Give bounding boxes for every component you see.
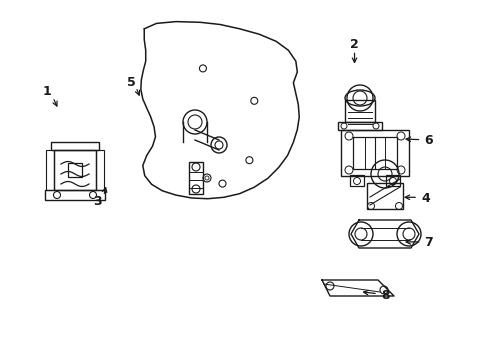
Text: 8: 8 (380, 289, 389, 302)
Bar (385, 175, 399, 186)
Bar (337, 122, 381, 130)
Bar (349, 175, 363, 186)
Text: 1: 1 (42, 85, 51, 98)
Text: 3: 3 (93, 195, 102, 208)
Text: 6: 6 (423, 134, 432, 147)
Bar (189, 162, 203, 194)
Bar (45, 190, 105, 200)
Bar (366, 183, 402, 209)
Bar (345, 100, 374, 122)
Bar (352, 137, 396, 169)
Bar (340, 130, 408, 176)
Text: 2: 2 (349, 39, 358, 51)
Bar (46, 150, 54, 190)
Bar (51, 142, 99, 150)
Bar (68, 163, 82, 177)
Bar (54, 150, 96, 190)
Bar (96, 150, 104, 190)
Text: 5: 5 (126, 76, 135, 89)
Text: 7: 7 (423, 237, 432, 249)
Text: 4: 4 (420, 192, 429, 204)
